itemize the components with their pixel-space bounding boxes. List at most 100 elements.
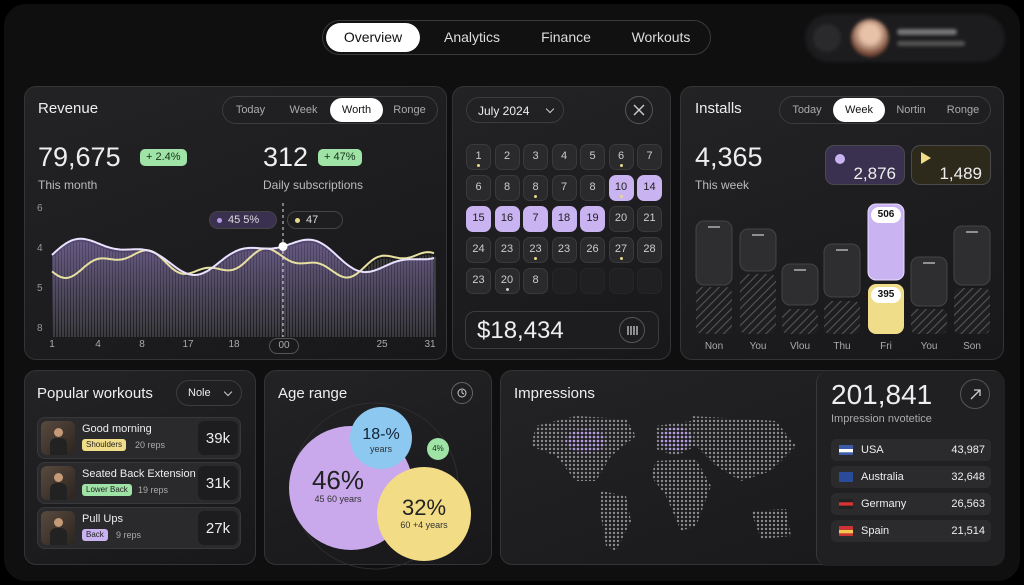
calendar-day[interactable]: 3 — [523, 144, 548, 170]
impressions-total: 201,841 — [831, 379, 933, 410]
tooltip-text: 45 5% — [228, 214, 260, 226]
continent — [651, 459, 711, 531]
thumb-body — [50, 528, 67, 545]
filter-label: Nole — [188, 387, 211, 399]
flag-band — [839, 530, 853, 534]
nav-tab[interactable]: Overview — [326, 23, 420, 52]
workout-row[interactable]: Pull Ups Back 9 reps 27k — [37, 507, 241, 549]
calendar-day[interactable]: 6 — [466, 175, 491, 201]
user-email-blur — [897, 41, 965, 46]
clock-icon — [457, 388, 467, 398]
calendar-day[interactable]: 8 — [580, 175, 605, 201]
flag-band — [839, 476, 853, 480]
calendar-day[interactable]: 8 — [523, 268, 548, 294]
close-icon — [633, 104, 645, 116]
calendar-day[interactable]: 7 — [637, 144, 662, 170]
bar-value-label: 506 — [871, 207, 901, 223]
calendar-day[interactable]: 8 — [494, 175, 520, 201]
calendar-day[interactable]: 16 — [494, 206, 520, 232]
period-tab[interactable]: Week — [833, 98, 885, 122]
open-button[interactable] — [960, 379, 990, 409]
user-name-blur — [897, 29, 957, 35]
calendar-day[interactable]: 23 — [494, 237, 520, 263]
calendar-day[interactable]: 1 — [466, 144, 491, 170]
calendar-card: July 2024 1 2 3 4 5 6 7 6 8 8 7 8 10 14 15 16 7 18 19 20 21 24… — [452, 86, 671, 360]
nav-tab[interactable]: Finance — [541, 29, 591, 45]
period-tab[interactable]: Ronge — [946, 104, 980, 116]
chart-tooltip: 47 — [287, 211, 343, 229]
calendar-day[interactable]: 14 — [637, 175, 662, 201]
calendar-day[interactable]: 23 — [523, 237, 548, 263]
calendar-day[interactable]: 15 — [466, 206, 491, 232]
period-tab[interactable]: Week — [289, 104, 318, 116]
calendar-day[interactable]: 2 — [494, 144, 520, 170]
calendar-day[interactable]: 6 — [608, 144, 634, 170]
arrow-icon — [970, 389, 981, 400]
flag-band — [839, 449, 853, 453]
day-number: 6 — [475, 181, 482, 193]
nav-tab[interactable]: Workouts — [631, 29, 691, 45]
impressions-subtitle: Impression nvotetice — [831, 413, 932, 425]
calendar-day[interactable]: 28 — [637, 237, 662, 263]
stat-change-badge: + 2.4% — [140, 149, 187, 166]
day-number: 2 — [503, 150, 511, 162]
day-dot — [477, 164, 480, 167]
thumb-head — [54, 428, 63, 437]
workouts-card: Popular workouts Nole Good morning Shoulder… — [24, 370, 256, 565]
workout-tag: Lower Back — [82, 484, 132, 496]
day-number: 8 — [532, 181, 539, 193]
month-dropdown[interactable]: July 2024 — [466, 97, 564, 123]
day-number: 20 — [500, 274, 514, 286]
country-row: Spain 21,514 — [831, 520, 991, 542]
search-button[interactable] — [813, 24, 841, 52]
calendar-day[interactable]: 26 — [580, 237, 605, 263]
age-label: 45 60 years — [314, 494, 362, 504]
user-menu[interactable] — [805, 14, 1005, 62]
calendar-day[interactable]: 21 — [637, 206, 662, 232]
calendar-day[interactable]: 23 — [466, 268, 491, 294]
calendar-day[interactable]: 19 — [580, 206, 605, 232]
calendar-day[interactable]: 8 — [523, 175, 548, 201]
platform-icon — [835, 154, 845, 164]
bar-top — [823, 243, 861, 298]
filter-dropdown[interactable]: Nole — [176, 380, 242, 406]
calendar-day[interactable]: 20 — [494, 268, 520, 294]
bar-bottom — [824, 301, 860, 334]
calendar-day[interactable]: 7 — [523, 206, 548, 232]
total-box: $18,434 — [465, 311, 659, 349]
calendar-day[interactable]: 24 — [466, 237, 491, 263]
calendar-day[interactable]: 23 — [551, 237, 577, 263]
bars-icon — [627, 326, 638, 335]
bar-bottom — [696, 287, 732, 334]
period-tab[interactable]: Nortin — [896, 104, 926, 116]
workout-tag: Shoulders — [82, 439, 127, 451]
total-icon-button[interactable] — [619, 317, 645, 343]
age-info-button[interactable] — [451, 382, 473, 404]
period-tab[interactable]: Worth — [330, 98, 383, 122]
workout-row[interactable]: Good morning Shoulders 20 reps 39k — [37, 417, 241, 459]
workout-count-box: 27k — [198, 511, 238, 545]
nav-tab[interactable]: Analytics — [443, 29, 501, 45]
day-number: 8 — [503, 181, 511, 193]
period-tab[interactable]: Today — [792, 104, 822, 116]
calendar-day[interactable]: 18 — [551, 206, 577, 232]
thumb-body — [50, 483, 67, 500]
workout-thumbnail — [41, 511, 75, 545]
card-title: Impressions — [514, 385, 595, 402]
workout-row[interactable]: Seated Back Extension Lower Back 19 reps 31… — [37, 462, 241, 504]
close-button[interactable] — [625, 96, 653, 124]
period-tab[interactable]: Today — [235, 104, 266, 116]
period-tab[interactable]: Ronge — [393, 104, 426, 116]
day-number: 8 — [532, 274, 539, 286]
day-dot — [619, 195, 623, 198]
total-value: $18,434 — [477, 317, 564, 344]
calendar-day[interactable]: 4 — [551, 144, 577, 170]
card-title: Installs — [695, 100, 742, 117]
day-number: 3 — [532, 150, 539, 162]
calendar-day[interactable]: 10 — [608, 175, 634, 201]
calendar-day[interactable]: 5 — [580, 144, 605, 170]
calendar-day[interactable]: 20 — [608, 206, 634, 232]
calendar-day[interactable]: 7 — [551, 175, 577, 201]
impressions-panel: 201,841 Impression nvotetice USA 43,987 Aust… — [816, 371, 1005, 566]
calendar-day[interactable]: 27 — [608, 237, 634, 263]
